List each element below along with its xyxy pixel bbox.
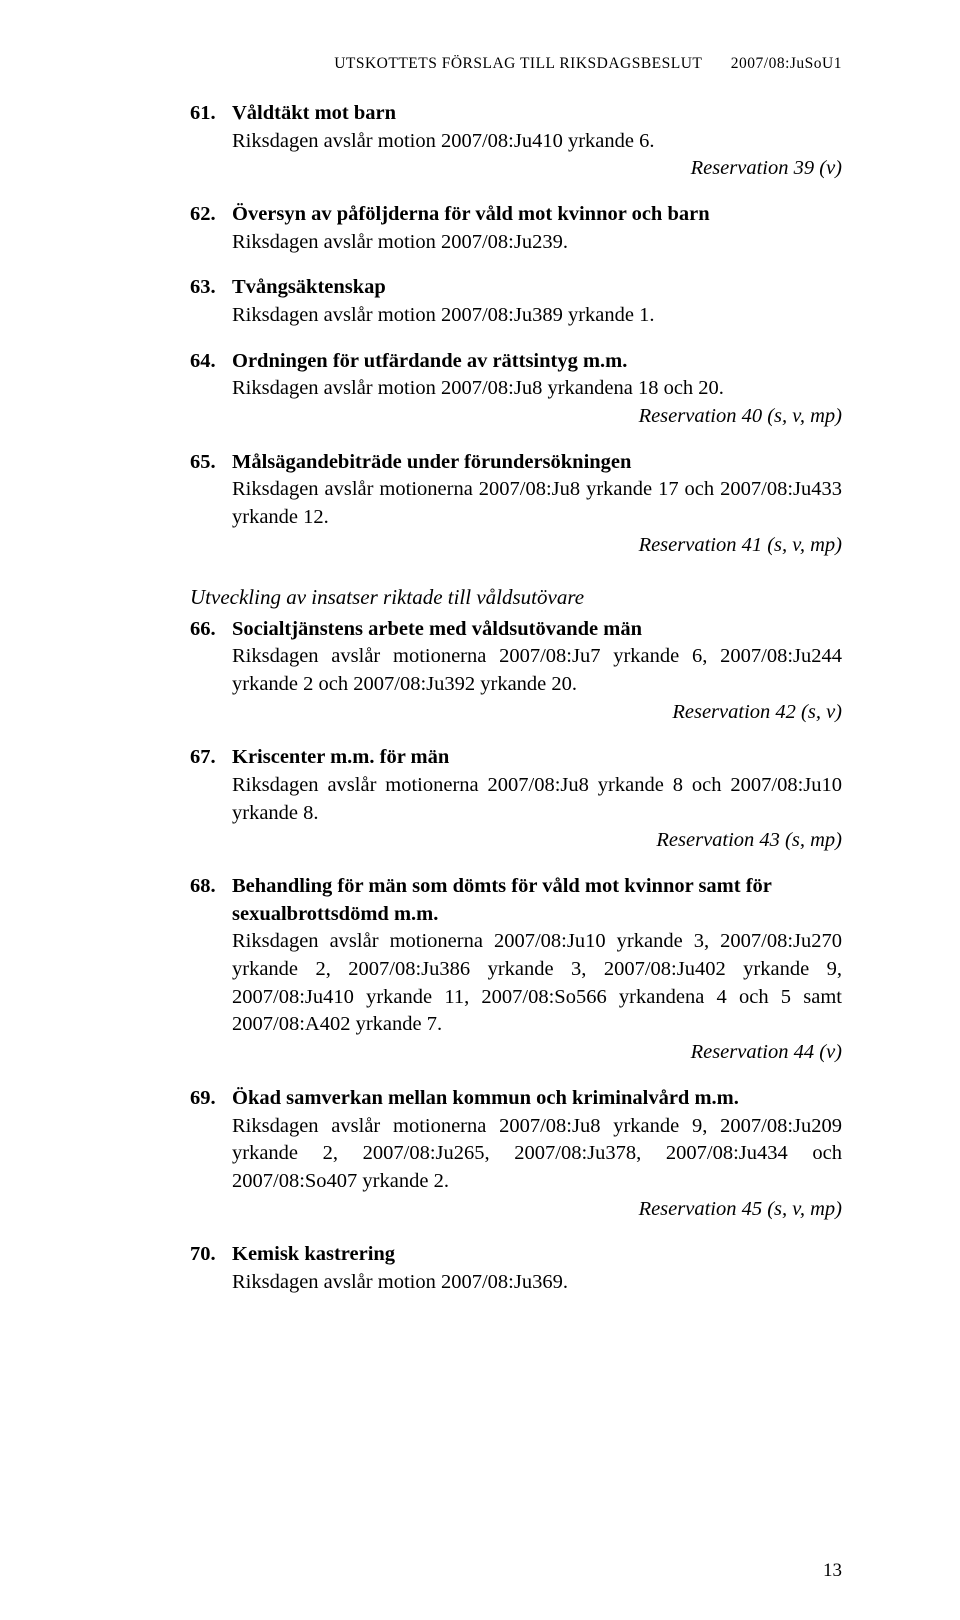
list-item: 70. Kemisk kastrering Riksdagen avslår m…: [190, 1241, 842, 1296]
running-head-left: UTSKOTTETS FÖRSLAG TILL RIKSDAGSBESLUT: [334, 55, 702, 72]
item-number: 70.: [190, 1241, 232, 1269]
item-body: Riksdagen avslår motionerna 2007/08:Ju7 …: [232, 643, 842, 698]
item-title: Kriscenter m.m. för män: [232, 744, 842, 772]
item-number: 61.: [190, 100, 232, 128]
item-heading: 67. Kriscenter m.m. för män: [190, 744, 842, 772]
item-number: 67.: [190, 744, 232, 772]
item-body: Riksdagen avslår motion 2007/08:Ju8 yrka…: [232, 375, 842, 403]
list-item: 64. Ordningen för utfärdande av rättsint…: [190, 348, 842, 431]
item-body: Riksdagen avslår motionerna 2007/08:Ju10…: [232, 928, 842, 1039]
item-heading: 63. Tvångsäktenskap: [190, 274, 842, 302]
item-title: Behandling för män som dömts för våld mo…: [232, 873, 842, 928]
item-title: Ordningen för utfärdande av rättsintyg m…: [232, 348, 842, 376]
item-heading: 62. Översyn av påföljderna för våld mot …: [190, 201, 842, 229]
running-head-right: 2007/08:JuSoU1: [731, 55, 842, 72]
item-number: 63.: [190, 274, 232, 302]
list-item: 67. Kriscenter m.m. för män Riksdagen av…: [190, 744, 842, 855]
list-item: 62. Översyn av påföljderna för våld mot …: [190, 201, 842, 256]
item-reservation: Reservation 40 (s, v, mp): [232, 403, 842, 431]
item-body: Riksdagen avslår motionerna 2007/08:Ju8 …: [232, 476, 842, 531]
item-reservation: Reservation 45 (s, v, mp): [232, 1196, 842, 1224]
item-number: 62.: [190, 201, 232, 229]
list-item: 66. Socialtjänstens arbete med våldsutöv…: [190, 616, 842, 727]
item-heading: 68. Behandling för män som dömts för vål…: [190, 873, 842, 928]
item-body: Riksdagen avslår motion 2007/08:Ju389 yr…: [232, 302, 842, 330]
item-body: Riksdagen avslår motion 2007/08:Ju239.: [232, 229, 842, 257]
item-body: Riksdagen avslår motion 2007/08:Ju410 yr…: [232, 128, 842, 156]
item-heading: 65. Målsägandebiträde under förundersökn…: [190, 449, 842, 477]
list-item: 61. Våldtäkt mot barn Riksdagen avslår m…: [190, 100, 842, 183]
running-head: UTSKOTTETS FÖRSLAG TILL RIKSDAGSBESLUT 2…: [190, 54, 842, 75]
item-heading: 66. Socialtjänstens arbete med våldsutöv…: [190, 616, 842, 644]
item-heading: 70. Kemisk kastrering: [190, 1241, 842, 1269]
item-body: Riksdagen avslår motion 2007/08:Ju369.: [232, 1269, 842, 1297]
item-title: Våldtäkt mot barn: [232, 100, 842, 128]
item-title: Kemisk kastrering: [232, 1241, 842, 1269]
item-reservation: Reservation 44 (v): [232, 1039, 842, 1067]
item-reservation: Reservation 42 (s, v): [232, 699, 842, 727]
document-page: UTSKOTTETS FÖRSLAG TILL RIKSDAGSBESLUT 2…: [0, 0, 960, 1620]
item-title: Ökad samverkan mellan kommun och krimina…: [232, 1085, 842, 1113]
item-heading: 64. Ordningen för utfärdande av rättsint…: [190, 348, 842, 376]
item-title: Tvångsäktenskap: [232, 274, 842, 302]
item-number: 68.: [190, 873, 232, 901]
item-number: 66.: [190, 616, 232, 644]
item-number: 65.: [190, 449, 232, 477]
item-body: Riksdagen avslår motionerna 2007/08:Ju8 …: [232, 772, 842, 827]
content: 61. Våldtäkt mot barn Riksdagen avslår m…: [190, 100, 842, 1297]
list-item: 69. Ökad samverkan mellan kommun och kri…: [190, 1085, 842, 1223]
item-heading: 61. Våldtäkt mot barn: [190, 100, 842, 128]
item-reservation: Reservation 39 (v): [232, 155, 842, 183]
item-body: Riksdagen avslår motionerna 2007/08:Ju8 …: [232, 1113, 842, 1196]
list-item: 65. Målsägandebiträde under förundersökn…: [190, 449, 842, 560]
list-item: 63. Tvångsäktenskap Riksdagen avslår mot…: [190, 274, 842, 329]
section-subheading: Utveckling av insatser riktade till våld…: [190, 583, 842, 611]
item-reservation: Reservation 43 (s, mp): [232, 827, 842, 855]
item-heading: 69. Ökad samverkan mellan kommun och kri…: [190, 1085, 842, 1113]
item-number: 69.: [190, 1085, 232, 1113]
item-reservation: Reservation 41 (s, v, mp): [232, 532, 842, 560]
item-title: Översyn av påföljderna för våld mot kvin…: [232, 201, 842, 229]
item-number: 64.: [190, 348, 232, 376]
item-title: Socialtjänstens arbete med våldsutövande…: [232, 616, 842, 644]
item-title: Målsägandebiträde under förundersökninge…: [232, 449, 842, 477]
list-item: 68. Behandling för män som dömts för vål…: [190, 873, 842, 1067]
page-number: 13: [823, 1558, 842, 1584]
